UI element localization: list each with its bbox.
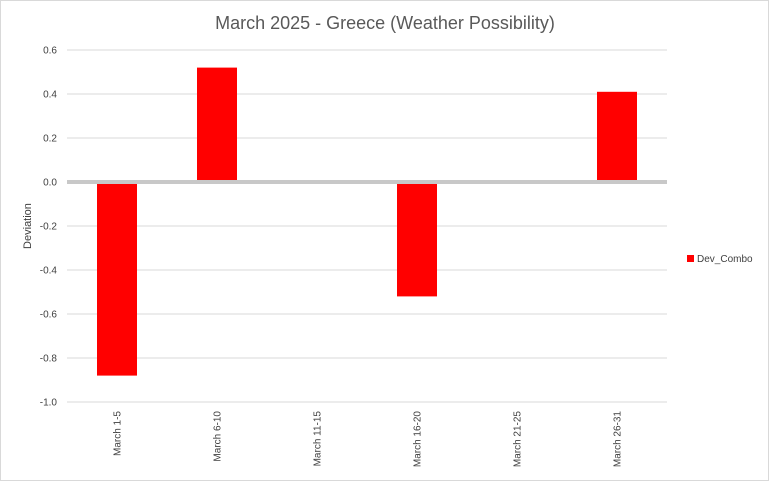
y-tick-label: -1.0 (40, 398, 58, 409)
y-tick-label: 0.0 (43, 178, 57, 189)
y-axis-ticks: 0.6 0.4 0.2 0.0 -0.2 -0.4 -0.6 -0.8 -1.0 (40, 46, 58, 409)
x-tick-label: March 11-15 (313, 411, 324, 467)
x-tick-label: March 21-25 (513, 411, 524, 468)
legend: Dev_Combo (687, 254, 753, 265)
x-axis-ticks: March 1-5 March 6-10 March 11-15 March 16-2… (113, 411, 624, 468)
y-tick-label: -0.4 (40, 266, 58, 277)
bar-march-6-10 (197, 67, 237, 182)
legend-label-dev-combo: Dev_Combo (697, 254, 753, 265)
y-axis-label: Deviation (22, 203, 34, 249)
x-tick-label: March 1-5 (113, 411, 124, 456)
gridlines (67, 49, 667, 403)
bar-march-26-31 (597, 91, 637, 182)
y-tick-label: 0.2 (43, 134, 57, 145)
bar-march-1-5 (97, 182, 137, 376)
legend-swatch (687, 255, 694, 262)
y-tick-label: -0.8 (40, 354, 58, 365)
y-tick-label: 0.6 (43, 46, 57, 57)
x-tick-label: March 16-20 (413, 411, 424, 468)
x-tick-label: March 6-10 (213, 411, 224, 462)
bar-march-16-20 (397, 182, 437, 297)
y-tick-label: 0.4 (43, 90, 57, 101)
chart-title: March 2025 - Greece (Weather Possibility… (215, 13, 555, 33)
y-tick-label: -0.2 (40, 222, 58, 233)
x-tick-label: March 26-31 (613, 411, 624, 468)
y-tick-label: -0.6 (40, 310, 58, 321)
bars (97, 67, 637, 376)
